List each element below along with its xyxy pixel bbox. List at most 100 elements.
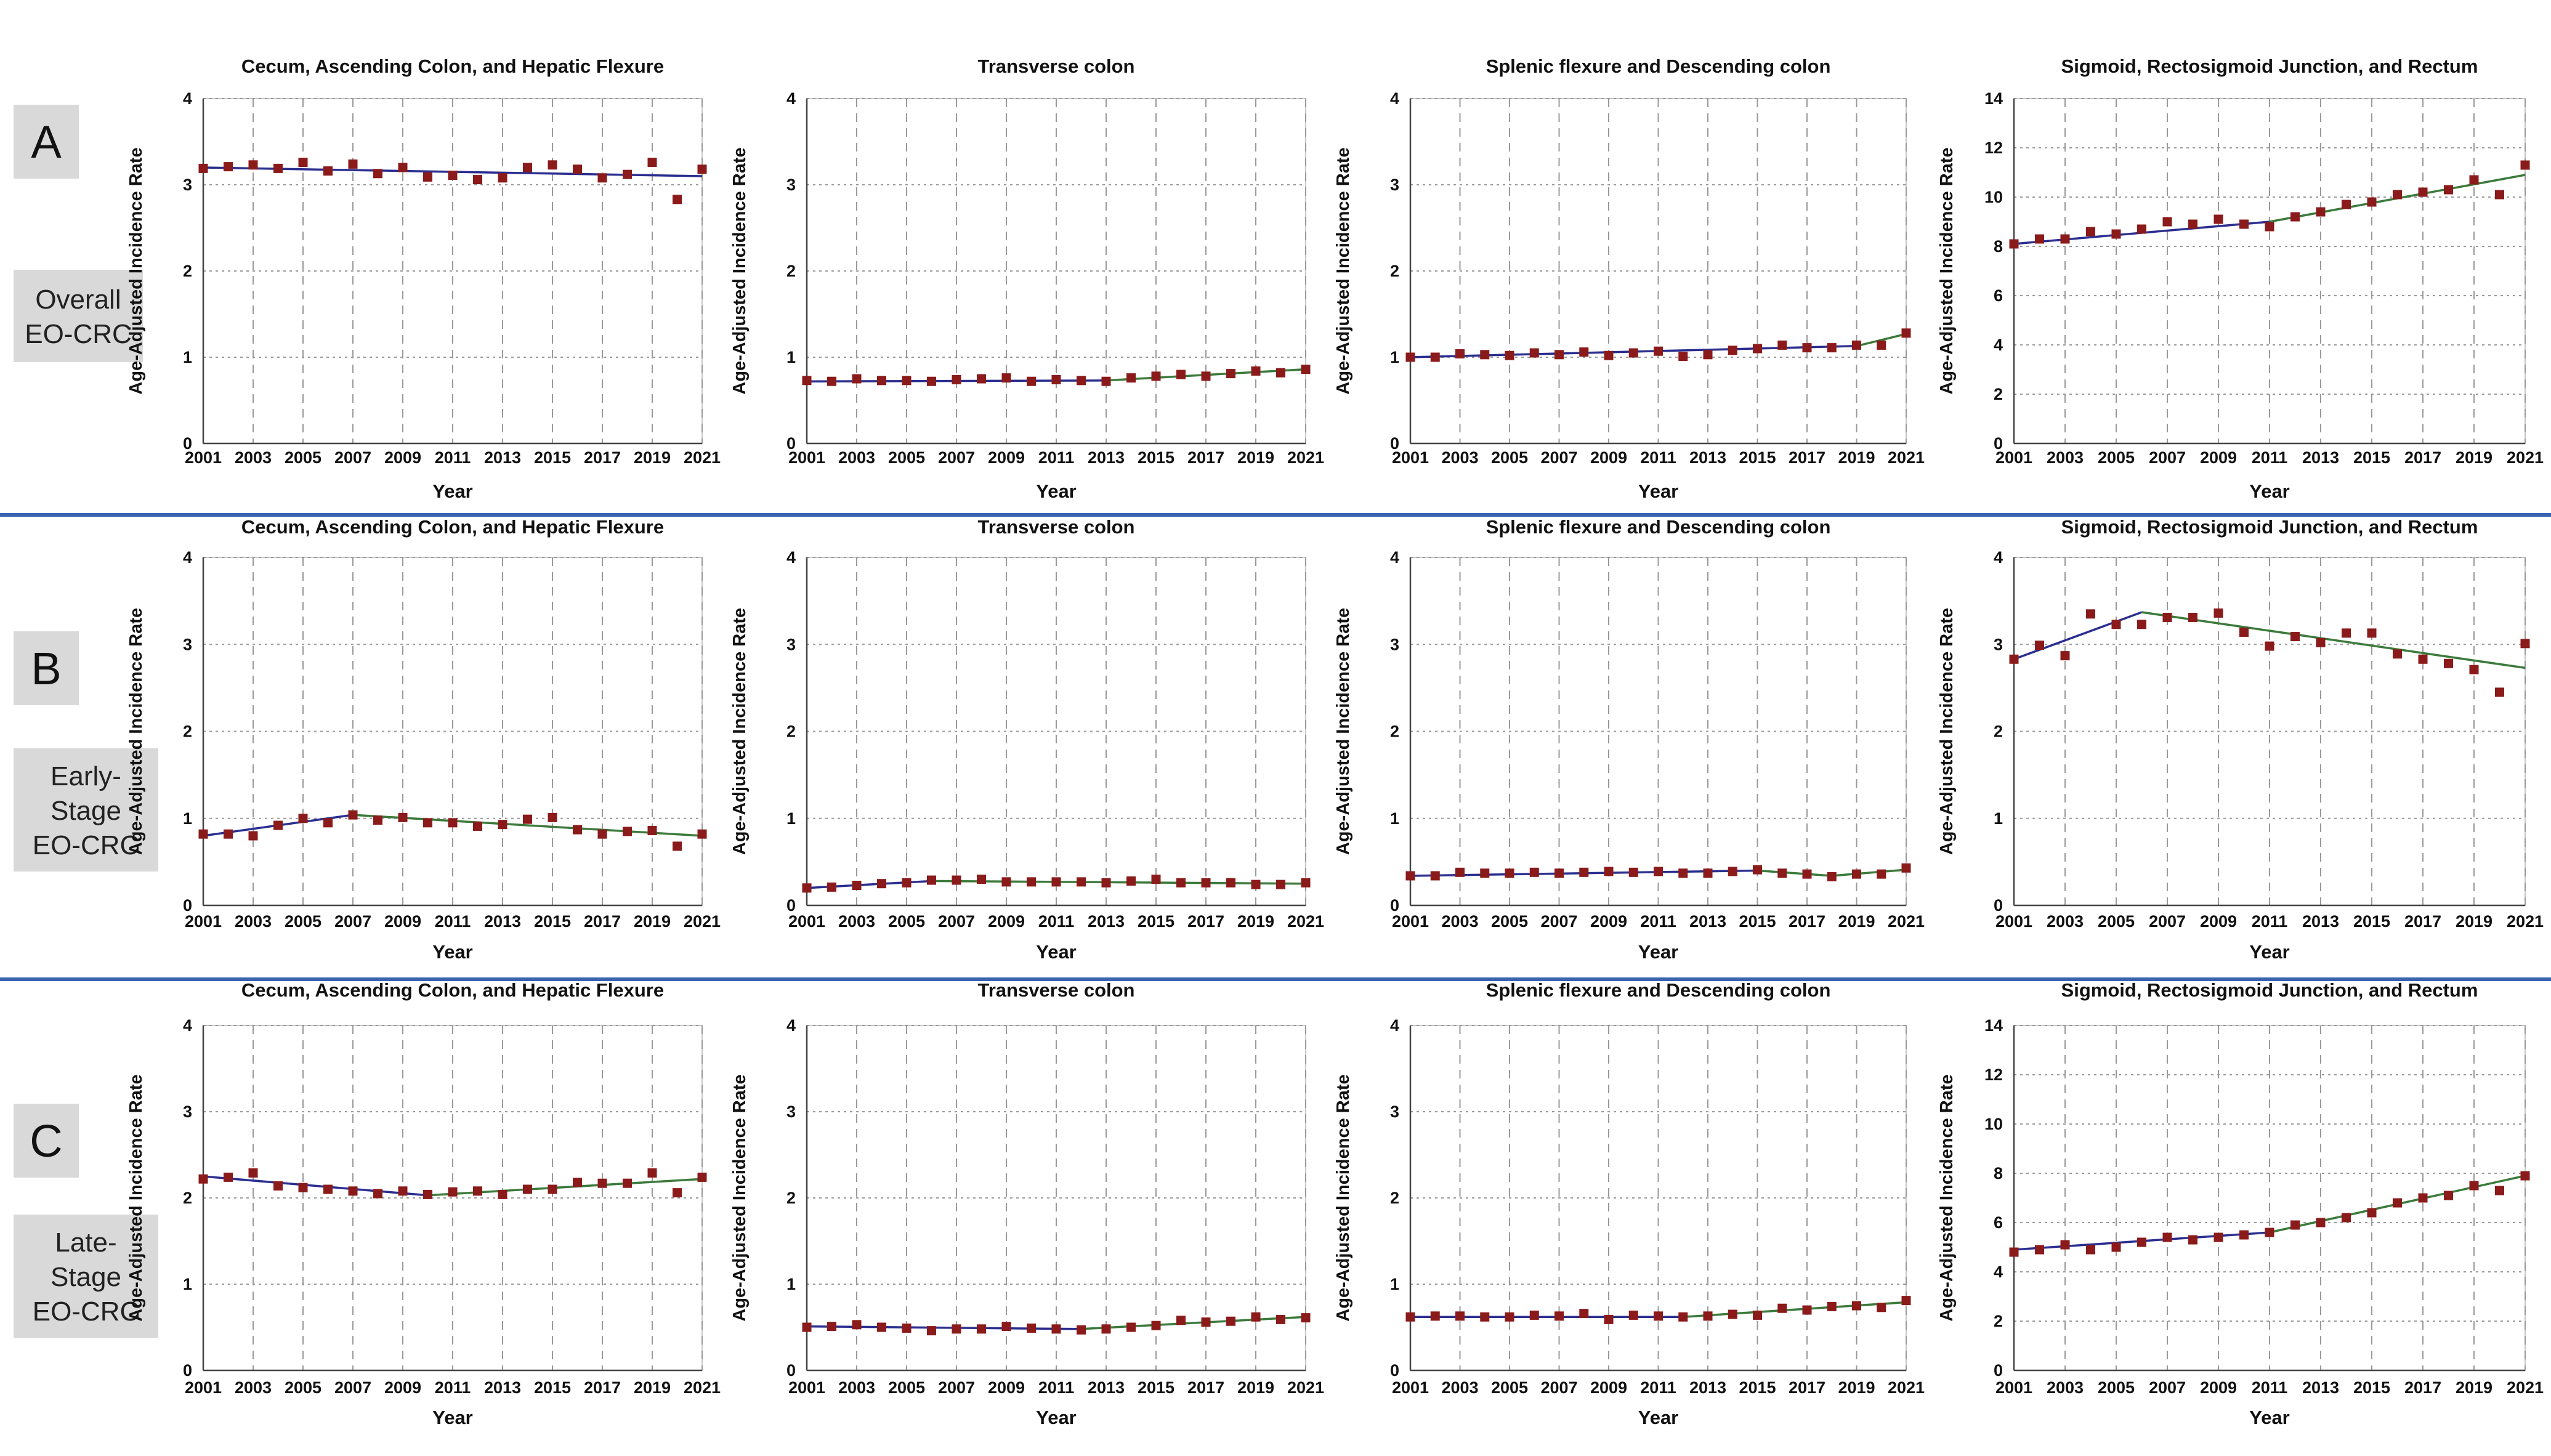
x-tick-label: 2019 [634, 448, 671, 467]
data-point [952, 1324, 961, 1334]
x-axis-label: Year [2249, 1407, 2290, 1428]
x-tick-label: 2011 [1038, 448, 1075, 467]
data-point [398, 1186, 408, 1196]
data-point [2188, 612, 2197, 622]
x-tick-label: 2021 [684, 448, 721, 467]
x-tick-label: 2005 [1491, 448, 1528, 467]
x-tick-label: 2009 [384, 448, 421, 467]
data-point [2367, 197, 2377, 207]
chart-panel-c4: 0 2 4 6 8 10 12 14 2001 2003 2005 2007 2009 2011 2013 2… [1937, 979, 2544, 1428]
data-point [1753, 344, 1762, 354]
data-point [1226, 1316, 1235, 1326]
y-tick-label: 8 [1994, 237, 2003, 256]
data-point [1027, 877, 1036, 887]
data-point [523, 814, 532, 824]
data-point [1201, 371, 1211, 381]
data-point [323, 818, 333, 828]
data-point [273, 820, 283, 830]
data-point [2188, 219, 2197, 229]
data-point [1678, 352, 1688, 362]
x-tick-label: 2007 [1540, 1378, 1577, 1397]
data-point [398, 163, 408, 172]
data-point [877, 376, 886, 386]
data-point [827, 882, 836, 892]
data-point [523, 163, 532, 172]
y-tick-label: 2 [1390, 262, 1399, 280]
x-tick-label: 2013 [1088, 1378, 1125, 1397]
data-point [952, 875, 961, 885]
x-tick-label: 2003 [235, 448, 272, 467]
data-point [2111, 1242, 2121, 1252]
data-point [348, 159, 358, 169]
data-point [1077, 877, 1086, 887]
x-tick-label: 2011 [435, 1378, 471, 1397]
data-point [1151, 875, 1161, 884]
y-axis-label: Age-Adjusted Incidence Rate [1937, 608, 1957, 855]
data-point [198, 1174, 208, 1184]
data-point [448, 818, 458, 828]
chart-title: Transverse colon [977, 55, 1134, 77]
x-tick-label: 2007 [1540, 912, 1577, 931]
x-tick-label: 2005 [2098, 448, 2135, 467]
data-point [348, 1186, 358, 1196]
data-point [697, 1172, 707, 1182]
y-tick-label: 0 [786, 434, 796, 453]
data-point [1405, 871, 1415, 881]
data-point [1455, 867, 1465, 877]
x-tick-label: 2017 [584, 448, 621, 467]
chart-panel-c1: 0 1 2 3 4 2001 2003 2005 2007 2009 2011 2013 2015 201… [126, 979, 721, 1428]
y-tick-label: 2 [183, 722, 192, 741]
x-tick-label: 2009 [2200, 912, 2237, 931]
data-point [1126, 373, 1136, 383]
x-tick-label: 2013 [2302, 912, 2339, 931]
x-tick-label: 2021 [1888, 1378, 1925, 1397]
x-tick-label: 2011 [435, 912, 471, 931]
data-point [273, 1181, 283, 1191]
data-point [2162, 612, 2172, 622]
chart-panel-a1: 0 1 2 3 4 2001 2003 2005 2007 2009 2011 2013 2015 201… [126, 55, 721, 502]
data-point [1480, 1312, 1490, 1322]
x-tick-label: 2013 [484, 1378, 521, 1397]
plot-area [203, 557, 703, 906]
x-tick-label: 2009 [988, 912, 1025, 931]
y-axis-label: Age-Adjusted Incidence Rate [1937, 147, 1957, 394]
data-point [1151, 371, 1161, 381]
y-axis-label: Age-Adjusted Incidence Rate [126, 147, 146, 394]
data-point [877, 879, 886, 889]
data-point [902, 878, 912, 888]
data-point [1554, 868, 1564, 878]
data-point [1405, 1312, 1415, 1322]
y-tick-label: 1 [1390, 348, 1399, 366]
y-tick-label: 0 [1994, 896, 2003, 915]
chart-panel-c2: 0 1 2 3 4 2001 2003 2005 2007 2009 2011 2013 2015 201… [730, 979, 1324, 1428]
data-point [2265, 641, 2274, 651]
row-label-line: Early- [51, 761, 121, 791]
data-point [224, 1172, 233, 1182]
chart-panel-a3: 0 1 2 3 4 2001 2003 2005 2007 2009 2011 2013 2015 201… [1333, 55, 1925, 502]
data-point [1027, 1323, 1036, 1333]
data-point [2520, 1171, 2530, 1181]
x-tick-label: 2019 [1237, 1378, 1274, 1397]
data-point [1654, 346, 1663, 356]
data-point [423, 172, 432, 182]
data-point [298, 814, 308, 823]
data-point [373, 815, 382, 825]
x-tick-label: 2003 [1441, 448, 1478, 467]
data-point [323, 166, 333, 176]
chart-title: Transverse colon [977, 516, 1134, 538]
x-tick-label: 2003 [1441, 912, 1478, 931]
y-tick-label: 6 [1994, 1213, 2003, 1232]
y-axis-label: Age-Adjusted Incidence Rate [730, 1074, 750, 1321]
data-point [2444, 1191, 2453, 1200]
y-tick-label: 3 [786, 1102, 796, 1121]
row-letter-box [14, 1104, 79, 1178]
x-tick-label: 2015 [2353, 448, 2390, 467]
data-point [1001, 1322, 1011, 1332]
x-tick-label: 2019 [634, 1378, 671, 1397]
data-point [548, 160, 557, 170]
data-point [1901, 1296, 1911, 1306]
plot-area [806, 557, 1306, 906]
data-point [1703, 1311, 1713, 1321]
